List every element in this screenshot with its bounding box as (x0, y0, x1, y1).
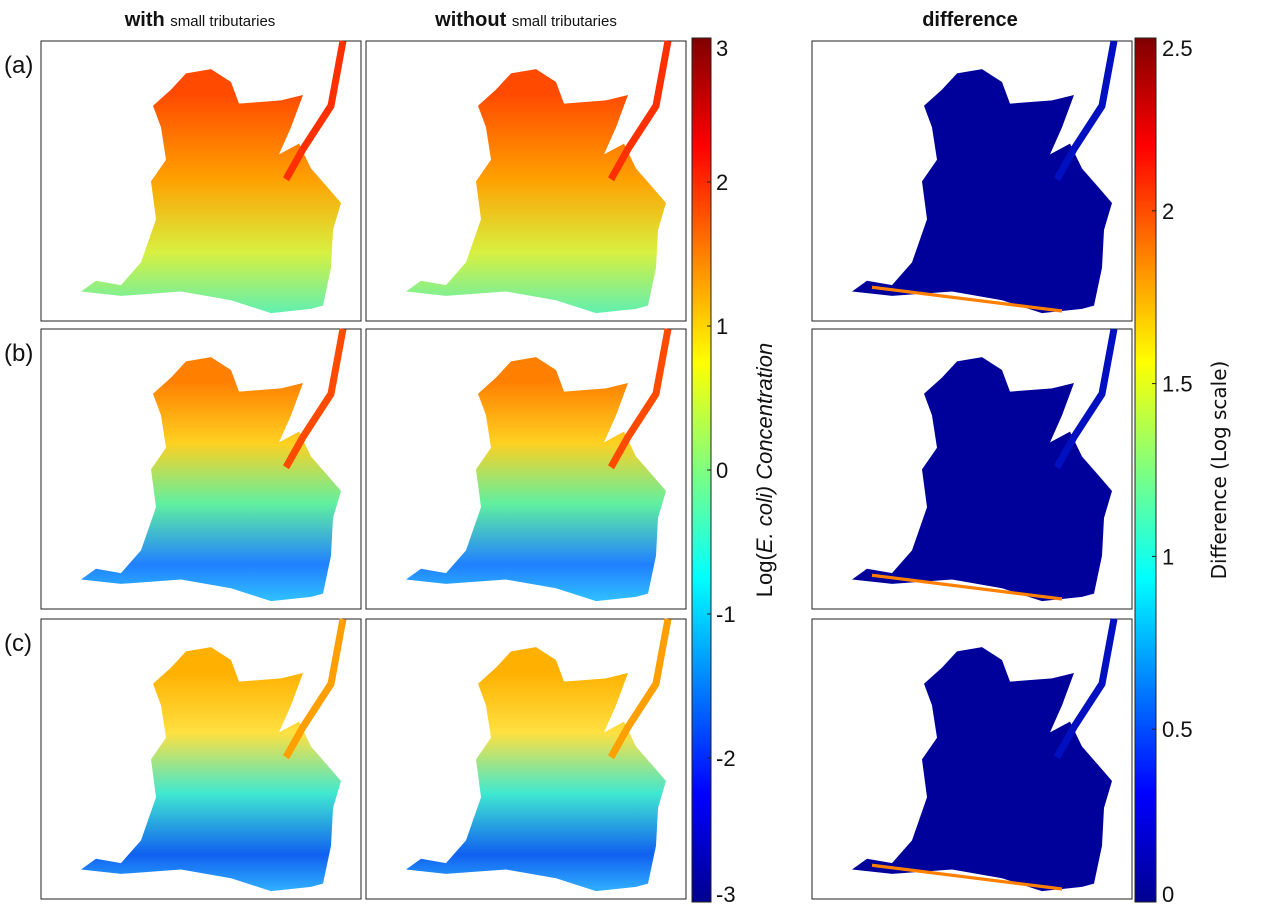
label-part: ) Concentration (752, 343, 777, 496)
shore-difference (871, 573, 1063, 601)
colorbar-tick-label: 1 (1162, 544, 1174, 569)
shore-difference (871, 285, 1063, 313)
header-small: small tributaries (512, 13, 617, 30)
column-header: difference (922, 9, 1018, 31)
row-label: (b) (4, 340, 33, 367)
label-part: Log( (752, 552, 777, 597)
row-label: (c) (4, 630, 32, 657)
colorbar-tick-label: -1 (716, 602, 736, 627)
colorbar-tick-label: -2 (716, 746, 736, 771)
colorbar-tick-label: 2 (716, 170, 728, 195)
lake-map (852, 619, 1114, 892)
colorbar-tick-label: 3 (716, 36, 728, 61)
header-bold: without (434, 9, 506, 31)
header-small: small tributaries (170, 13, 275, 30)
colorbar-tick-label: 1.5 (1162, 372, 1193, 397)
colorbar-tick-label: 0 (716, 458, 728, 483)
colorbar-tick-label: -3 (716, 882, 736, 905)
colorbar-label: Log(E. coli) Concentration (752, 343, 777, 597)
lake-map (852, 329, 1114, 602)
colorbar-tick-label: 1 (716, 314, 728, 339)
colorbar-label: Difference (Log scale) (1207, 361, 1231, 580)
column-header: with small tributaries (124, 9, 276, 31)
lake-map (852, 41, 1114, 314)
colorbar-tick-label: 2 (1162, 199, 1174, 224)
column-header: without small tributaries (434, 9, 617, 31)
row-label: (a) (4, 52, 33, 79)
colorbar (1134, 37, 1157, 903)
shore-difference (871, 863, 1063, 891)
label-part: E. coli (752, 492, 777, 553)
colorbar-tick-label: 2.5 (1162, 36, 1193, 61)
colorbar-tick-label: 0.5 (1162, 717, 1193, 742)
header-bold: difference (922, 9, 1018, 31)
colorbar-tick-label: 0 (1162, 882, 1174, 905)
header-bold: with (124, 9, 165, 31)
